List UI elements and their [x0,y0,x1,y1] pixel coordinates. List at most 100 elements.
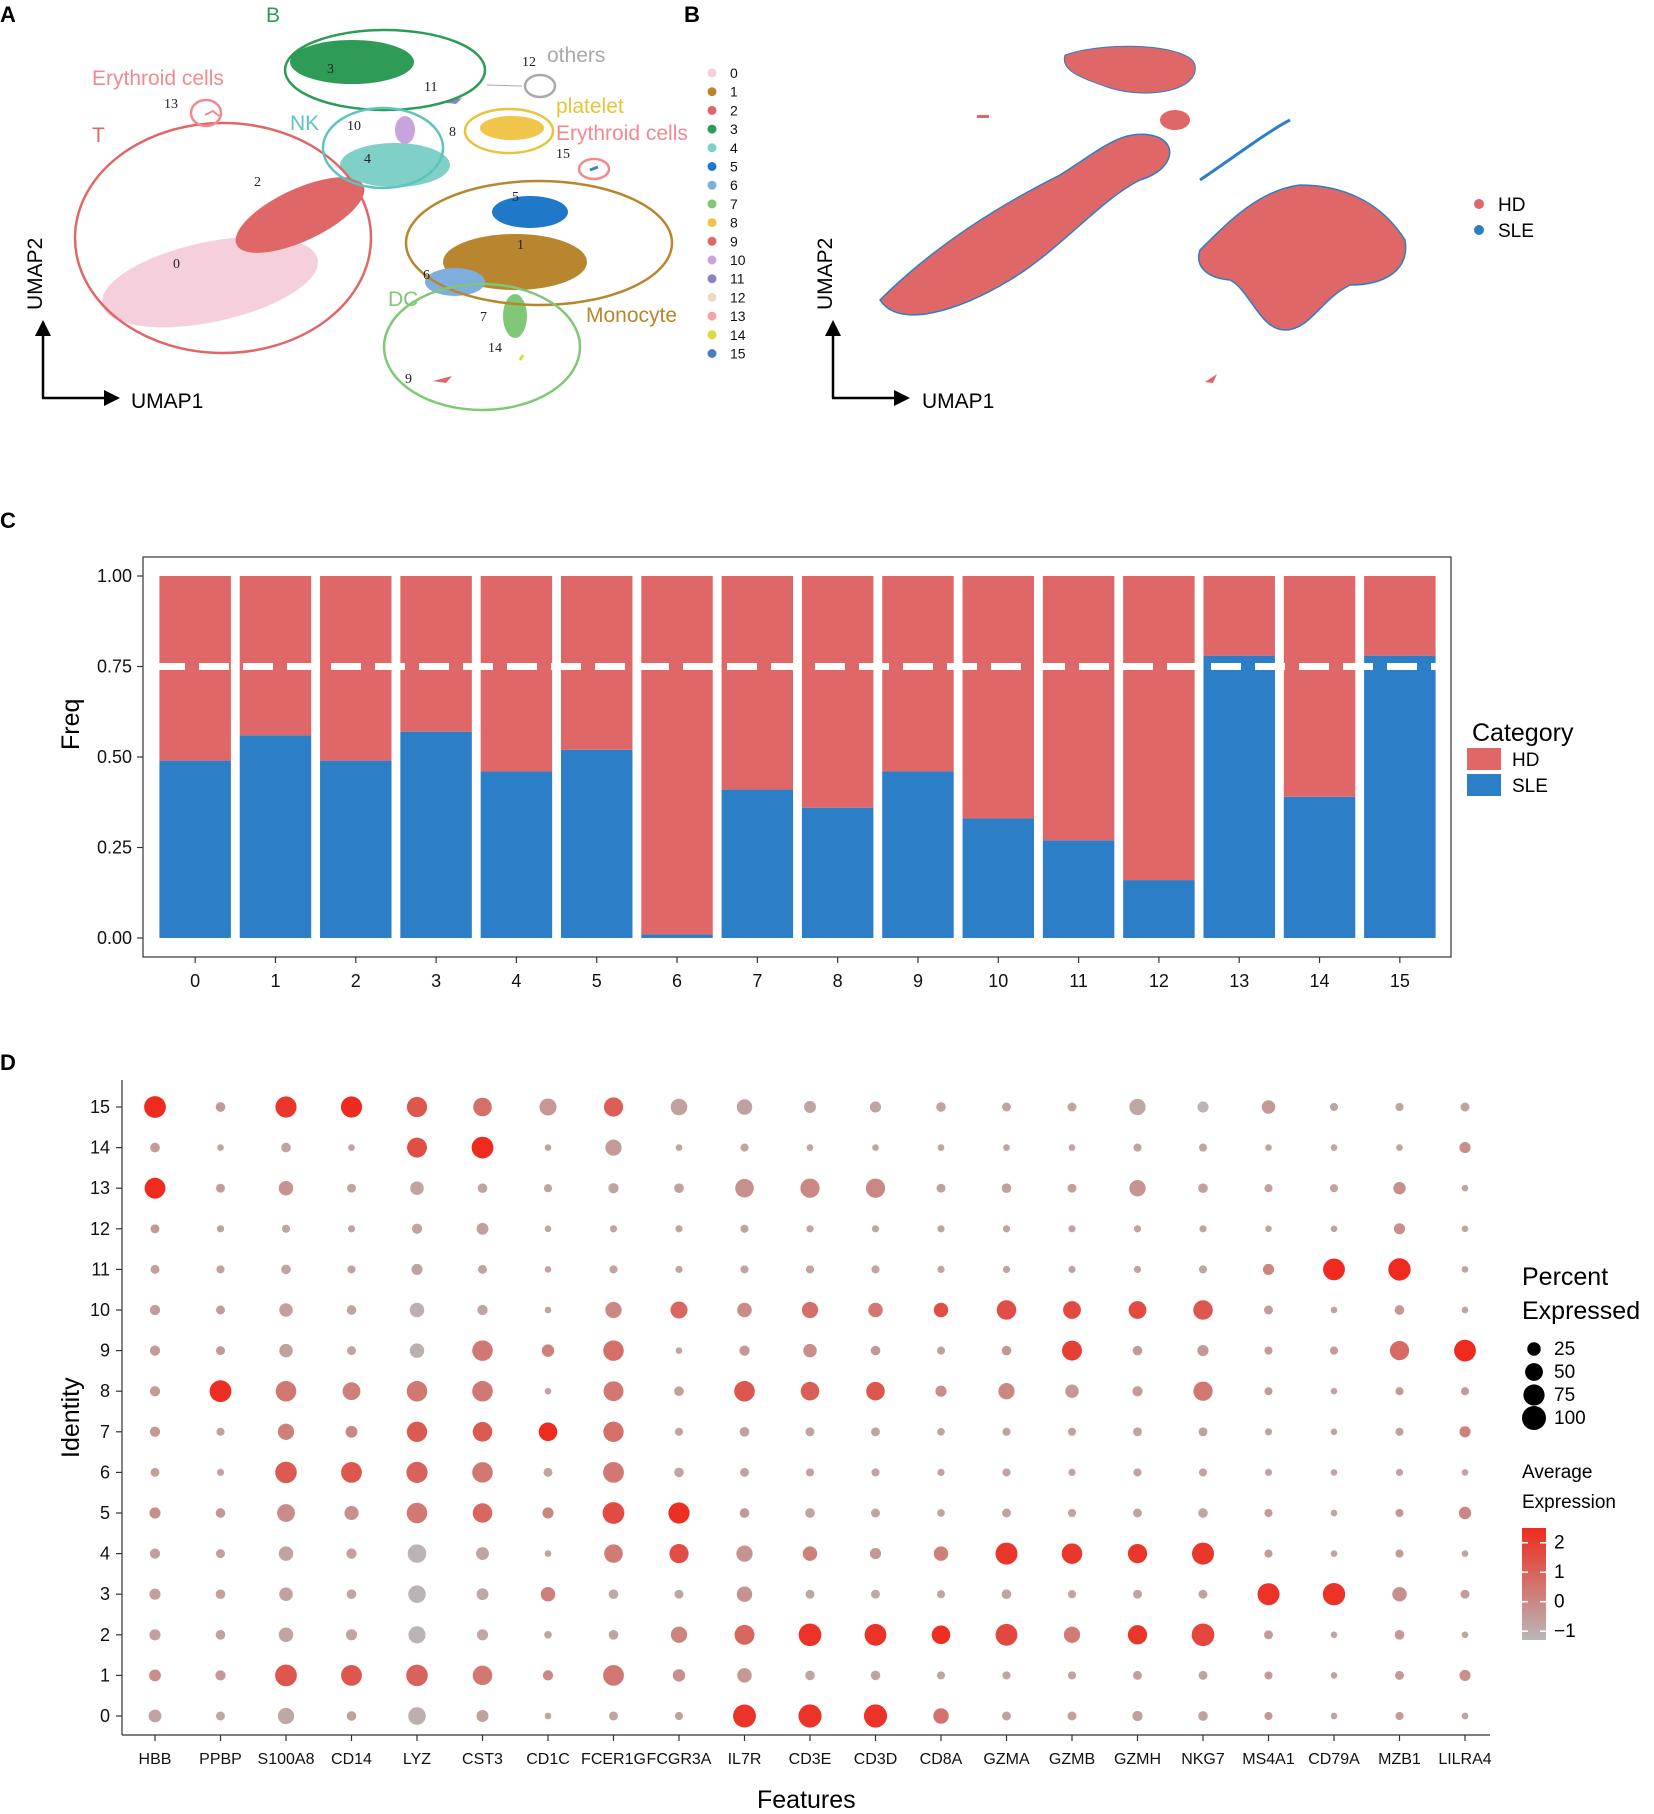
dot-IL7R-9 [739,1345,750,1356]
dot-HBB-15 [144,1096,166,1118]
others-leader-line [486,84,523,87]
bar-xtick-label-6: 6 [672,971,682,991]
bar-hd-7 [721,576,794,790]
size-legend-dot-50 [1525,1363,1543,1381]
dot-CD8A-5 [937,1509,945,1517]
color-legend-label: −1 [1554,1621,1576,1642]
dot-CD14-1 [341,1664,362,1686]
dot-CST3-0 [476,1710,489,1722]
group-label-dc: DC [388,288,418,311]
dot-FCGR3A-13 [674,1183,684,1194]
map-number-2: 2 [254,175,261,190]
bar-hd-6 [641,576,713,935]
dot-ytick-label-5: 5 [100,1503,110,1523]
dot-LILRA4-5 [1458,1506,1472,1520]
dot-S100A8-7 [277,1423,295,1440]
dot-CD79A-2 [1330,1631,1338,1639]
bar-sle-12 [1123,880,1195,938]
dot-xtick-label-HBB: HBB [139,1751,172,1768]
dot-S100A8-12 [281,1224,291,1233]
dot-CD3D-14 [872,1144,879,1151]
dot-CD8A-6 [937,1468,945,1476]
dot-CD14-11 [347,1265,356,1274]
cluster-5-cloud [492,196,568,228]
bar-ytick-label: 0.00 [97,928,132,948]
dot-MZB1-1 [1395,1670,1404,1680]
dot-NKG7-14 [1198,1143,1208,1152]
cluster-legend-label-11: 11 [730,271,745,287]
bar-ytick-label: 0.25 [97,838,132,858]
condition-cloud-small-2 [1205,374,1217,383]
dot-CD3D-12 [871,1225,880,1233]
dot-HBB-4 [149,1548,161,1559]
group-ellipse-dc [382,282,582,412]
bar-sle-10 [962,818,1035,938]
dot-HBB-6 [150,1467,160,1477]
dot-LILRA4-7 [1459,1426,1471,1438]
dot-PPBP-0 [216,1711,225,1721]
dot-HBB-8 [149,1386,161,1397]
group-ellipse-others [523,73,557,99]
bar-xtick-label-11: 11 [1069,971,1088,991]
bar-sle-8 [801,807,874,938]
dot-CD1C-7 [538,1422,558,1442]
dot-GZMA-5 [1002,1508,1011,1518]
umap-b-legend-sle-key [1474,225,1484,235]
dot-ytick-label-4: 4 [100,1544,110,1564]
dot-CD8A-0 [933,1708,949,1724]
dot-MS4A1-0 [1264,1711,1273,1721]
dot-CST3-4 [476,1547,489,1561]
dot-ylabel: Identity [57,1377,85,1458]
bar-x-axis: 0 1 2 3 4 5 6 7 8 9 10 11 12 13 14 15 [190,957,1410,991]
dot-xlabel: Features [757,1786,856,1814]
dot-FCGR3A-6 [674,1467,684,1478]
dot-MS4A1-3 [1257,1583,1280,1606]
dot-FCGR3A-10 [670,1301,688,1319]
map-number-6: 6 [423,268,430,283]
cluster-legend-label-9: 9 [730,233,738,249]
dot-LYZ-0 [408,1707,426,1725]
dot-MS4A1-13 [1264,1184,1273,1193]
cluster-3-cloud [290,40,414,84]
dot-LYZ-3 [408,1585,426,1603]
dot-GZMA-6 [1002,1468,1011,1477]
size-legend-label-50: 50 [1554,1362,1575,1383]
dot-CD3E-0 [798,1704,822,1728]
dot-CST3-10 [477,1304,488,1316]
group-ellipse-b [283,28,487,112]
dot-GZMH-6 [1133,1468,1142,1477]
dot-CD1C-8 [544,1387,552,1395]
group-ellipse-platelet [463,107,555,155]
bar-xtick-label-14: 14 [1310,971,1330,991]
dot-CD8A-13 [936,1183,946,1193]
dot-GZMH-12 [1133,1225,1142,1233]
cluster-legend-key-13 [707,311,717,321]
cluster-legend-key-0 [707,68,717,78]
dot-FCGR3A-15 [670,1098,688,1116]
dot-CST3-5 [472,1503,493,1523]
dot-IL7R-5 [739,1508,750,1518]
cluster-legend-label-1: 1 [730,84,738,100]
dot-S100A8-10 [279,1303,293,1317]
dot-FCER1G-0 [609,1711,618,1721]
dot-CD3D-0 [863,1704,888,1728]
dot-ytick-label-2: 2 [100,1625,110,1645]
group-ellipse-erythroid-1 [189,98,223,128]
dot-NKG7-8 [1193,1381,1213,1401]
dot-FCER1G-12 [609,1225,618,1233]
dot-CD1C-3 [540,1586,556,1602]
dot-xtick-label-LILRA4: LILRA4 [1438,1751,1491,1768]
group-label-others: others [547,44,605,67]
color-legend-bar [1522,1528,1546,1640]
color-legend-label: 1 [1554,1562,1565,1583]
dot-CD14-8 [342,1382,361,1401]
dot-CD3E-4 [802,1546,818,1561]
dot-xtick-label-FCER1G: FCER1G [581,1751,646,1768]
dot-GZMA-14 [1003,1144,1010,1151]
bar-xtick-label-5: 5 [592,971,602,991]
dot-LYZ-1 [406,1664,428,1687]
dot-LILRA4-15 [1460,1102,1470,1112]
map-number-8: 8 [449,125,456,140]
cluster-legend-key-10 [707,255,717,265]
